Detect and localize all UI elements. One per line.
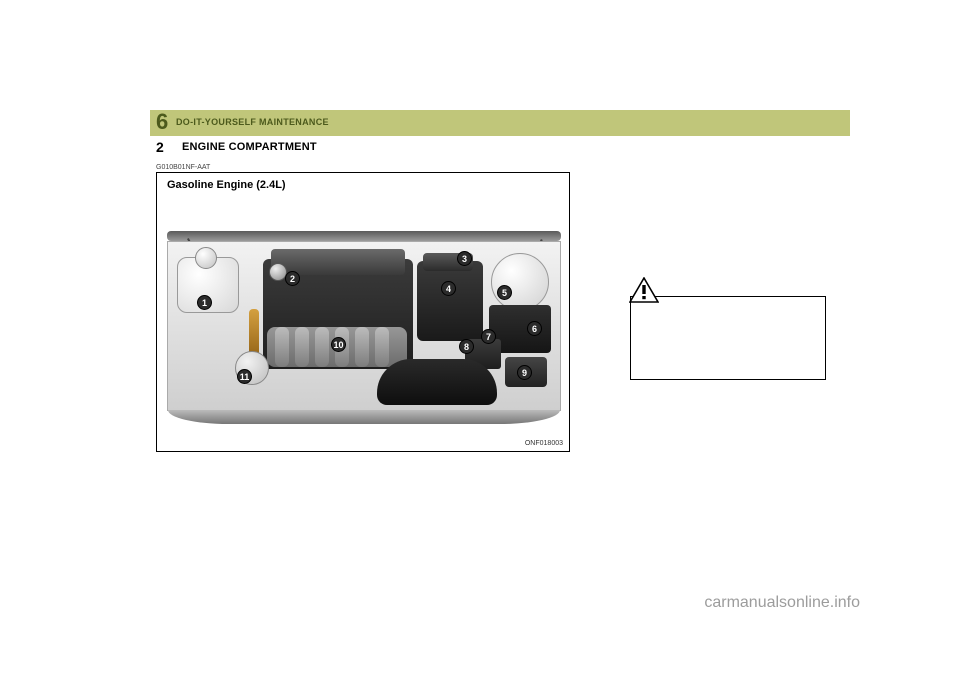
air-filter-box: [417, 261, 483, 341]
callout-number: 8: [459, 339, 474, 354]
callout-number: 10: [331, 337, 346, 352]
callout-number: 9: [517, 365, 532, 380]
lower-shroud: [377, 359, 497, 405]
caution-box: [630, 296, 826, 380]
callout-number: 1: [197, 295, 212, 310]
intake-runner: [315, 327, 329, 367]
intake-runner: [375, 327, 389, 367]
strut-tower-right: [491, 253, 549, 311]
callout-number: 11: [237, 369, 252, 384]
figure-image-code: ONF018003: [525, 440, 563, 447]
warning-icon: [629, 277, 659, 303]
intake-runner: [355, 327, 369, 367]
cowl-panel: [167, 231, 561, 241]
figure-title: Gasoline Engine (2.4L): [167, 179, 286, 191]
engine-figure: Gasoline Engine (2.4L): [156, 172, 570, 452]
callout-number: 6: [527, 321, 542, 336]
callout-number: 2: [285, 271, 300, 286]
page-number: 2: [156, 139, 164, 155]
watermark-text: carmanualsonline.info: [704, 594, 860, 612]
callout-number: 4: [441, 281, 456, 296]
intake-runner: [275, 327, 289, 367]
callout-number: 3: [457, 251, 472, 266]
section-label: DO-IT-YOURSELF MAINTENANCE: [176, 117, 329, 127]
tab-title: ENGINE COMPARTMENT: [182, 141, 317, 153]
engine-bay-illustration: 1234567891011: [167, 201, 561, 441]
intake-runner: [295, 327, 309, 367]
reservoir-cap: [195, 247, 217, 269]
callout-number: 7: [481, 329, 496, 344]
callout-number: 5: [497, 285, 512, 300]
section-number: 6: [156, 109, 168, 135]
doc-code: G010B01NF-AAT: [156, 164, 210, 171]
